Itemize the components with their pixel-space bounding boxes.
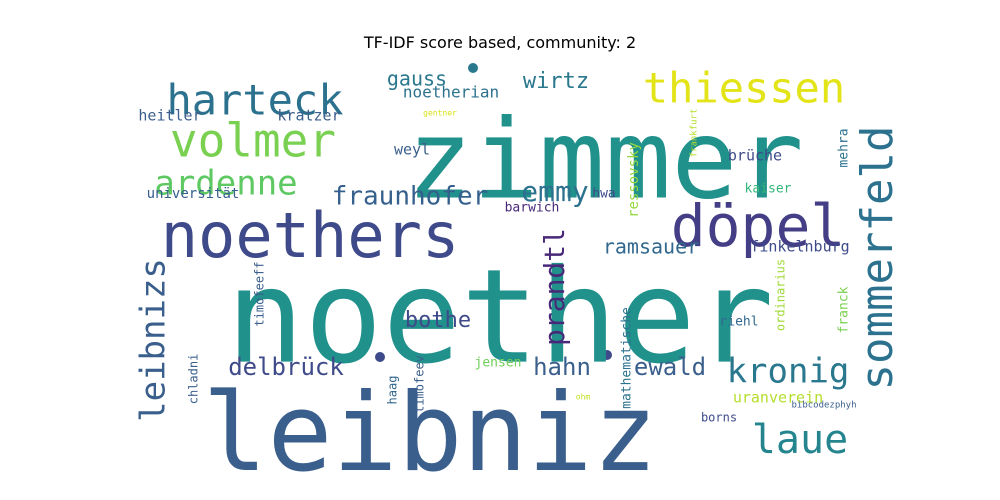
word-48: bibcodezphyh bbox=[791, 401, 856, 411]
word-13: kronig bbox=[727, 352, 850, 392]
word-36: finkelnburg bbox=[750, 238, 849, 256]
word-2: leibniz bbox=[202, 371, 657, 496]
word-27: weyl bbox=[394, 141, 430, 159]
word-50: gentner bbox=[423, 109, 457, 118]
word-46: uranverein bbox=[733, 389, 823, 407]
word-37: timofeeff bbox=[253, 261, 267, 326]
word-24: noetherian bbox=[403, 83, 499, 102]
word-12: ardenne bbox=[154, 164, 297, 204]
word-23: ramsauer bbox=[603, 235, 699, 259]
word-38: ordinarius bbox=[774, 259, 788, 331]
word-34: hwa bbox=[592, 187, 615, 202]
word-22: gauss bbox=[387, 67, 447, 91]
word-10: laue bbox=[752, 417, 848, 463]
cloud-background bbox=[125, 60, 875, 435]
word-44: timofeev bbox=[413, 355, 427, 413]
word-7: volmer bbox=[170, 114, 336, 168]
dot-mark bbox=[375, 352, 385, 362]
word-32: mehra bbox=[837, 128, 852, 167]
word-18: hahn bbox=[533, 353, 591, 381]
word-29: brüche bbox=[728, 147, 782, 165]
word-40: mathematische bbox=[620, 307, 635, 409]
word-39: franck bbox=[837, 286, 852, 333]
word-35: barwich bbox=[505, 201, 560, 216]
word-47: borns bbox=[701, 411, 737, 425]
word-26: heitler bbox=[138, 107, 201, 125]
word-1: noether bbox=[226, 241, 774, 393]
word-19: ewald bbox=[634, 353, 706, 381]
word-43: jensen bbox=[475, 356, 522, 371]
chart-title: TF-IDF score based, community: 2 bbox=[363, 33, 637, 52]
word-21: wirtz bbox=[523, 69, 589, 94]
word-16: fraunhofer bbox=[332, 182, 489, 212]
word-6: sommerfeld bbox=[852, 126, 903, 391]
word-42: chladni bbox=[187, 354, 201, 405]
word-49: ohm bbox=[576, 393, 591, 402]
word-33: kaiser bbox=[745, 182, 792, 197]
word-30: ressovsky bbox=[626, 142, 642, 218]
word-11: leibnizs bbox=[134, 258, 174, 422]
word-41: riehl bbox=[719, 315, 758, 330]
word-15: prandtl bbox=[538, 228, 571, 346]
word-8: harteck bbox=[166, 76, 343, 125]
word-3: zimmer bbox=[406, 95, 803, 223]
word-4: noethers bbox=[161, 199, 460, 272]
word-25: kratzer bbox=[277, 107, 340, 125]
word-14: emmy bbox=[521, 175, 588, 208]
word-28: universität bbox=[147, 186, 240, 202]
word-5: döpel bbox=[671, 192, 846, 260]
word-45: haag bbox=[386, 376, 400, 405]
word-17: delbrück bbox=[228, 353, 344, 381]
word-20: bothe bbox=[405, 308, 471, 333]
dot-mark bbox=[602, 350, 612, 360]
word-9: thiessen bbox=[643, 64, 845, 113]
dot-mark bbox=[468, 63, 478, 73]
word-31: frankfurt bbox=[690, 109, 700, 158]
